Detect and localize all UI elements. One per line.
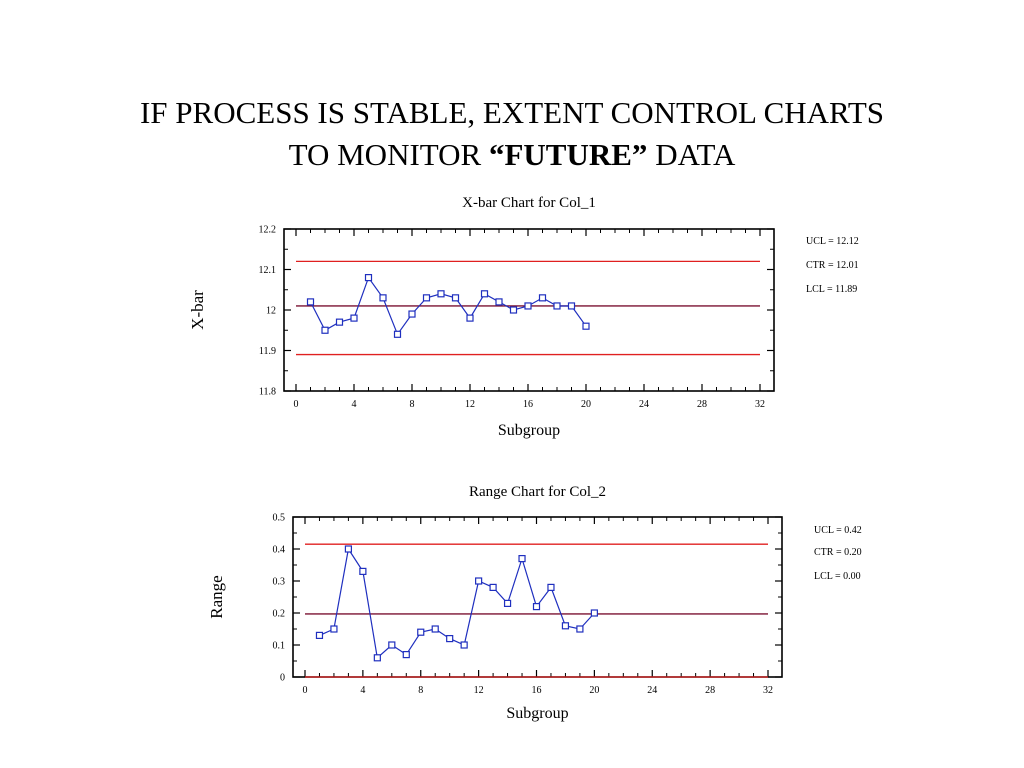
chart1-y-axis-label: X-bar — [188, 290, 207, 330]
chart1-data-point — [350, 314, 358, 322]
chart2-data-point — [446, 634, 454, 643]
chart1-y-tick-label: 12.2 — [259, 225, 277, 236]
chart2-data-point — [489, 583, 497, 592]
chart1-data-point — [553, 302, 561, 310]
chart2-data-point — [576, 625, 584, 633]
chart2-x-tick-label: 4 — [360, 685, 365, 696]
chart1-data-point — [495, 298, 503, 306]
chart2-x-tick-label: 28 — [705, 685, 715, 696]
chart2-data-point — [330, 625, 338, 633]
chart1-data-point — [567, 302, 576, 310]
slide-title-emphasis: “FUTURE” — [488, 137, 648, 172]
chart2-x-tick-label: 0 — [303, 685, 308, 696]
chart2-y-tick-label: 0.3 — [273, 577, 286, 588]
chart1-ucl-label: UCL = 12.12 — [806, 236, 859, 247]
chart2-data-point — [388, 641, 396, 649]
chart1-data-point — [509, 306, 518, 314]
chart1-y-tick-label: 11.8 — [259, 387, 276, 398]
chart2-data-point — [503, 599, 512, 608]
chart1-y-tick-label: 11.9 — [259, 346, 276, 357]
chart2-data-point — [431, 625, 439, 633]
chart2-data-point — [315, 631, 324, 640]
chart2-x-tick-label: 12 — [474, 685, 484, 696]
chart2-y-axis-label: Range — [207, 575, 226, 618]
chart1-x-tick-label: 24 — [639, 399, 649, 410]
chart2-x-axis-label: Subgroup — [506, 705, 568, 722]
chart1-data-point — [466, 314, 474, 322]
slide-title-line-2-pre: TO MONITOR — [288, 137, 489, 172]
chart1-y-tick-label: 12.1 — [259, 265, 277, 276]
chart2-x-tick-label: 20 — [589, 685, 599, 696]
chart1-data-point — [364, 274, 373, 282]
chart1-ctr-label: CTR = 12.01 — [806, 260, 859, 271]
chart2-ucl-label: UCL = 0.42 — [814, 525, 862, 536]
chart1-data-point — [306, 298, 315, 306]
chart2-data-point — [417, 628, 425, 636]
chart1-x-tick-label: 4 — [352, 399, 357, 410]
chart2-y-tick-label: 0.2 — [273, 609, 286, 620]
chart2-plot-frame — [292, 516, 783, 678]
chart2-x-tick-label: 32 — [763, 685, 773, 696]
chart1-data-point — [480, 290, 489, 298]
chart2-x-tick-label: 8 — [418, 685, 423, 696]
chart1-y-tick-label: 12 — [266, 306, 276, 317]
chart1-data-point — [393, 330, 402, 338]
chart2-data-point — [547, 583, 555, 592]
slide-title: IF PROCESS IS STABLE, EXTENT CONTROL CHA… — [0, 92, 1024, 176]
chart2-data-point — [590, 609, 598, 617]
chart2-data-point — [359, 567, 367, 576]
chart2-data-point — [518, 554, 526, 563]
chart1-data-point — [582, 322, 590, 330]
chart1-x-tick-label: 20 — [581, 399, 591, 410]
slide-title-line-2: TO MONITOR “FUTURE” DATA — [0, 134, 1024, 176]
chart1-x-tick-label: 16 — [523, 399, 533, 410]
chart1-data-point — [437, 290, 445, 298]
chart2-y-tick-label: 0.5 — [273, 513, 286, 524]
chart2-data-point — [532, 602, 541, 611]
chart1-data-point — [321, 326, 329, 334]
chart1-lcl-label: LCL = 11.89 — [806, 284, 857, 295]
chart1-data-point — [379, 294, 387, 302]
chart1-x-tick-label: 28 — [697, 399, 707, 410]
chart2-x-tick-label: 24 — [647, 685, 657, 696]
chart1-x-tick-label: 8 — [410, 399, 415, 410]
chart1-data-point — [408, 310, 416, 318]
chart2-ctr-label: CTR = 0.20 — [814, 547, 862, 558]
slide-title-line-2-post: DATA — [647, 137, 736, 172]
chart2-y-tick-label: 0.1 — [273, 641, 286, 652]
chart1-title: X-bar Chart for Col_1 — [462, 195, 596, 211]
chart2-x-tick-label: 16 — [532, 685, 542, 696]
chart2-data-point — [475, 577, 483, 585]
chart2-data-point — [402, 650, 410, 659]
chart2-series-line — [319, 547, 595, 659]
chart1-data-point — [335, 318, 344, 326]
chart1-data-point — [422, 294, 431, 302]
chart2-data-point — [373, 654, 381, 662]
chart2-y-tick-label: 0 — [280, 673, 285, 684]
slide-title-line-1: IF PROCESS IS STABLE, EXTENT CONTROL CHA… — [139, 95, 885, 130]
chart1-x-tick-label: 32 — [755, 399, 765, 410]
chart2-data-point — [344, 545, 353, 553]
chart1-data-point — [538, 294, 547, 302]
chart1-x-tick-label: 0 — [294, 399, 299, 410]
chart2-data-point — [561, 622, 570, 630]
chart1-data-point — [524, 302, 532, 310]
chart2-data-point — [460, 641, 468, 649]
chart1-x-axis-label: Subgroup — [498, 422, 560, 439]
chart2-title: Range Chart for Col_2 — [469, 484, 606, 500]
chart2-lcl-label: LCL = 0.00 — [814, 571, 861, 582]
chart1-x-tick-label: 12 — [465, 399, 475, 410]
chart2-y-tick-label: 0.4 — [273, 545, 286, 556]
chart1-data-point — [451, 294, 460, 302]
